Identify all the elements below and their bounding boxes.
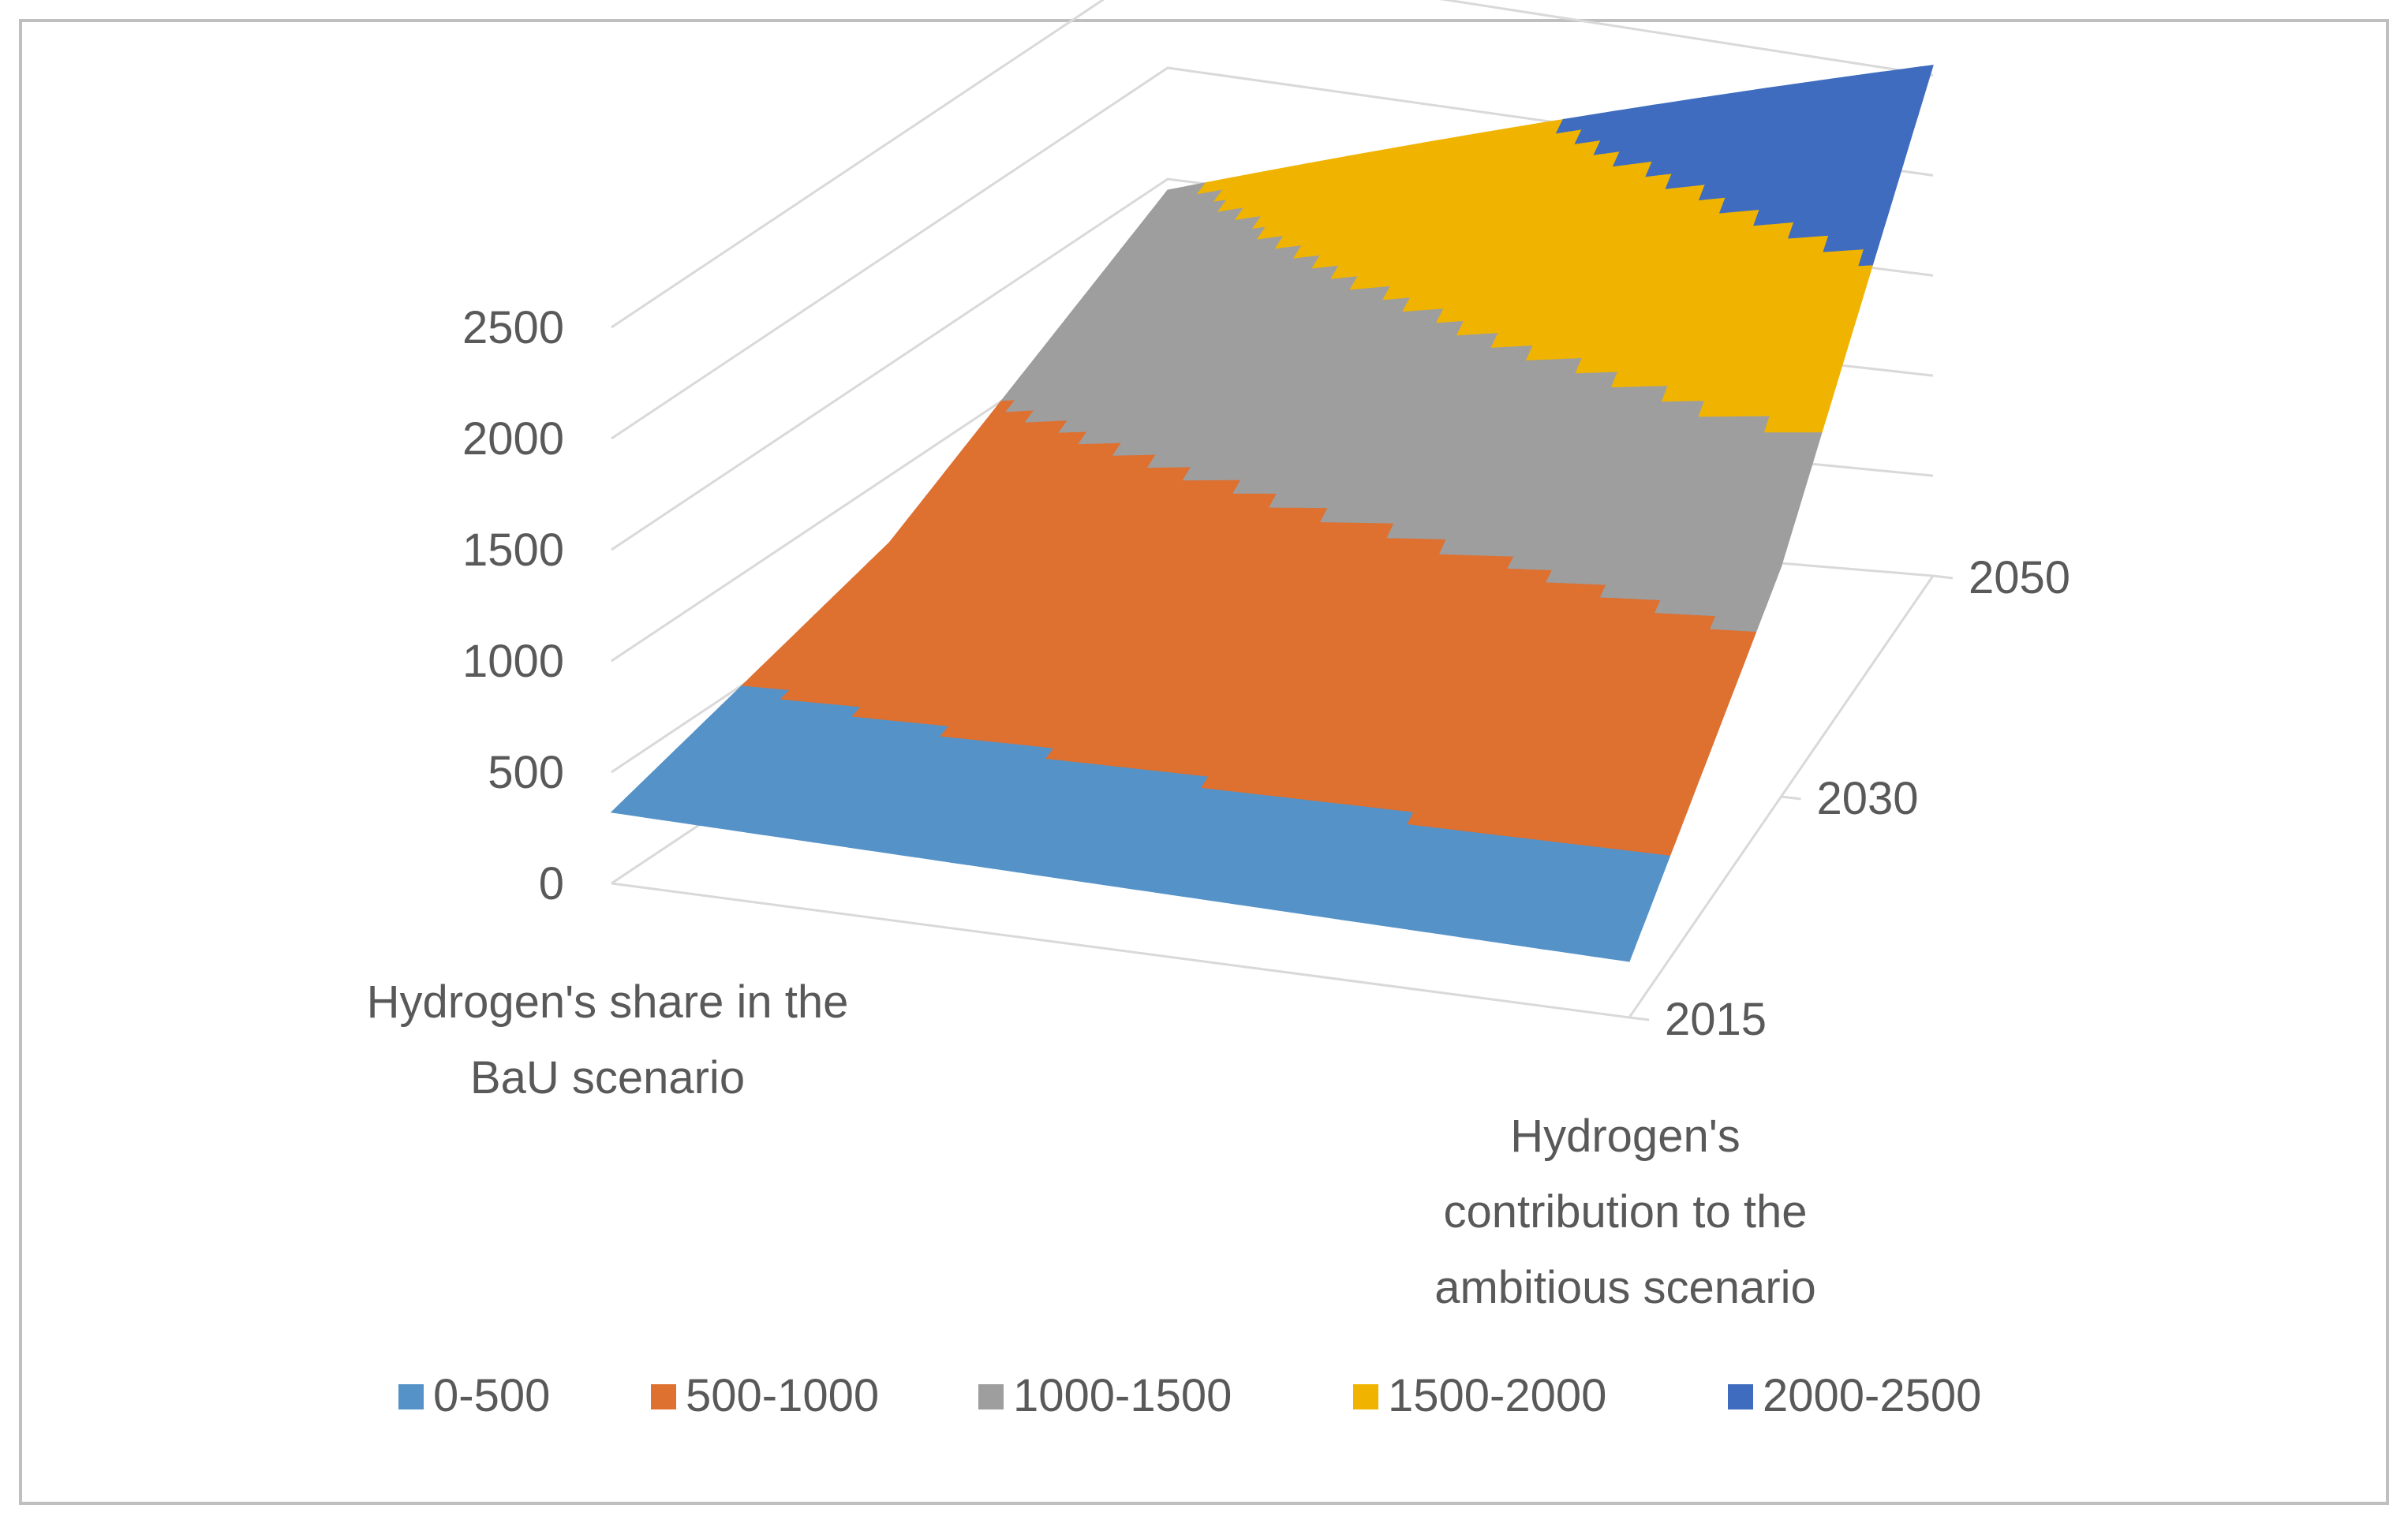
depth-tick-label: 2015 bbox=[1665, 994, 1767, 1045]
legend-swatch bbox=[651, 1384, 676, 1409]
z-tick-label: 2500 bbox=[462, 302, 564, 353]
gridline bbox=[611, 0, 1934, 329]
legend-label: 500-1000 bbox=[686, 1370, 879, 1421]
legend-label: 1500-2000 bbox=[1388, 1370, 1606, 1421]
depth-tick bbox=[1781, 795, 1801, 801]
z-tick-label: 500 bbox=[488, 747, 564, 798]
x-category-label-right: Hydrogen's bbox=[1510, 1111, 1741, 1162]
legend-swatch bbox=[1728, 1384, 1753, 1409]
x-category-label-right: ambitious scenario bbox=[1434, 1262, 1816, 1313]
z-tick-label: 0 bbox=[539, 858, 564, 909]
surface-layer bbox=[610, 65, 1934, 962]
depth-tick-label: 2030 bbox=[1817, 773, 1919, 824]
legend-label: 0-500 bbox=[433, 1370, 550, 1421]
legend-swatch bbox=[978, 1384, 1004, 1409]
legend-label: 1000-1500 bbox=[1013, 1370, 1232, 1421]
depth-tick-label: 2050 bbox=[1969, 552, 2070, 603]
x-category-label-left: Hydrogen's share in the bbox=[367, 976, 849, 1028]
surface-cell bbox=[1611, 945, 1636, 962]
z-tick-label: 1500 bbox=[462, 525, 564, 576]
x-category-label-left: BaU scenario bbox=[470, 1052, 745, 1103]
z-tick-label: 1000 bbox=[462, 636, 564, 687]
depth-tick bbox=[1932, 574, 1954, 580]
depth-tick bbox=[1628, 1016, 1650, 1021]
legend-swatch bbox=[1353, 1384, 1378, 1409]
axis-layer: 0 500 1000 1500 2000 2500 2015 2030 2050 Hydrogen… bbox=[367, 302, 2070, 1313]
legend-swatch bbox=[398, 1384, 424, 1409]
legend: 0-500 500-1000 1000-1500 1500-2000 2000-2500 bbox=[398, 1370, 1981, 1421]
z-tick-label: 2000 bbox=[462, 413, 564, 465]
legend-label: 2000-2500 bbox=[1763, 1370, 1981, 1421]
x-category-label-right: contribution to the bbox=[1443, 1186, 1807, 1238]
